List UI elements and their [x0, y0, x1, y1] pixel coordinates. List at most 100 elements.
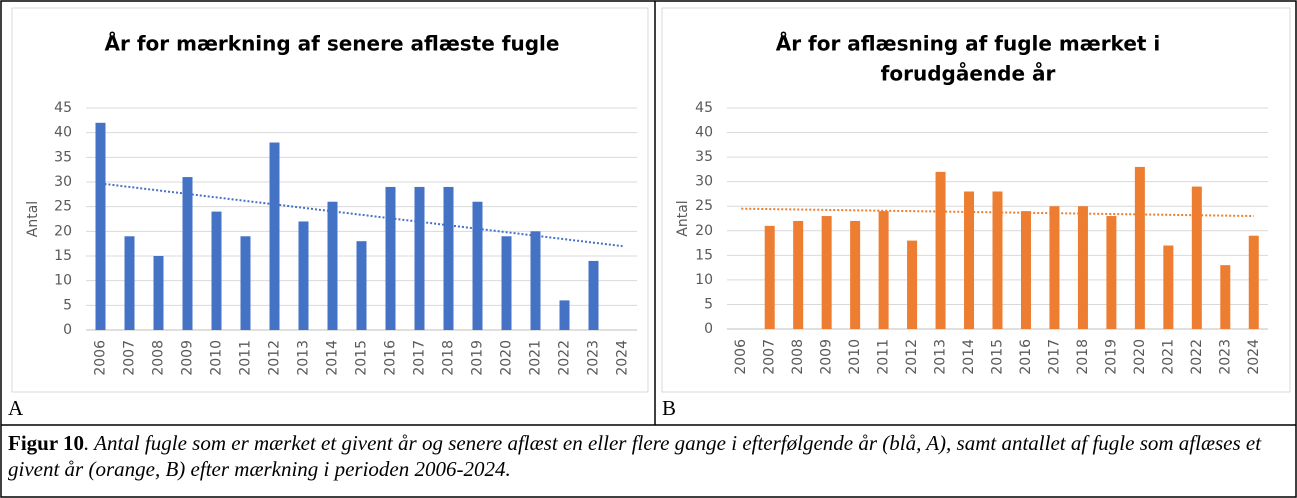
bar	[385, 186, 396, 330]
bar	[1248, 235, 1259, 329]
caption: Figur 10. Antal fugle som er mærket et g…	[8, 430, 1288, 482]
bar	[878, 211, 889, 329]
x-tick-label: 2017	[1046, 339, 1062, 375]
x-tick-label: 2011	[876, 339, 892, 375]
y-axis-label: Antal	[675, 200, 691, 236]
y-tick-label: 40	[695, 125, 713, 141]
caption-label: Figur 10	[8, 431, 85, 455]
bar	[559, 300, 570, 330]
x-tick-label: 2015	[354, 340, 370, 376]
x-tick-label: 2023	[1217, 339, 1233, 375]
bar	[793, 220, 804, 329]
bar	[501, 236, 512, 330]
x-tick-label: 2007	[762, 339, 778, 375]
bar	[153, 256, 164, 330]
x-tick-label: 2011	[238, 340, 254, 376]
y-tick-label: 20	[54, 223, 72, 239]
x-tick-label: 2010	[209, 340, 225, 376]
bar	[1106, 216, 1117, 329]
trendline	[741, 207, 1254, 218]
x-tick-label: 2008	[790, 339, 806, 375]
x-tick-label: 2013	[296, 340, 312, 376]
bar	[124, 236, 135, 330]
x-tick-label: 2015	[990, 339, 1006, 375]
bar	[1220, 265, 1231, 329]
x-tick-label: 2020	[499, 340, 515, 376]
x-tick-label: 2016	[1018, 339, 1034, 375]
bar	[1134, 166, 1145, 329]
x-tick-label: 2017	[412, 340, 428, 376]
x-tick-label: 2014	[961, 339, 977, 375]
x-tick-label: 2008	[151, 340, 167, 376]
x-tick-label: 2021	[1160, 339, 1176, 375]
bar	[907, 240, 918, 329]
y-axis-label: Antal	[25, 201, 41, 237]
x-tick-label: 2014	[325, 340, 341, 376]
chart-title: År for aflæsning af fugle mærket i	[776, 32, 1161, 56]
x-tick-label: 2010	[847, 339, 863, 375]
x-tick-label: 2018	[1075, 339, 1091, 375]
y-tick-label: 15	[54, 248, 72, 264]
x-tick-label: 2006	[93, 340, 109, 376]
bar	[269, 142, 280, 330]
chart-title: År for mærkning af senere aflæste fugle	[105, 32, 560, 56]
y-tick-label: 10	[695, 272, 713, 288]
x-tick-label: 2013	[933, 339, 949, 375]
x-tick-label: 2022	[1189, 339, 1205, 375]
bar	[1049, 206, 1060, 329]
x-tick-label: 2009	[819, 339, 835, 375]
y-tick-label: 15	[695, 247, 713, 263]
bar	[764, 225, 775, 329]
y-tick-label: 25	[54, 199, 72, 215]
x-tick-label: 2019	[1103, 339, 1119, 375]
x-tick-label: 2009	[180, 340, 196, 376]
bar	[182, 177, 193, 330]
x-tick-label: 2023	[586, 340, 602, 376]
caption-text: . Antal fugle som er mærket et givent år…	[8, 431, 1262, 481]
bar	[964, 191, 975, 329]
bar	[850, 220, 861, 329]
x-tick-label: 2012	[904, 339, 920, 375]
y-tick-label: 45	[695, 100, 713, 116]
trendline	[100, 182, 623, 248]
y-tick-label: 5	[63, 297, 72, 313]
x-tick-label: 2020	[1132, 339, 1148, 375]
bar	[1020, 211, 1031, 329]
bar	[992, 191, 1003, 329]
bar	[443, 186, 454, 330]
y-tick-label: 10	[54, 273, 72, 289]
bar	[821, 216, 832, 329]
x-tick-label: 2019	[470, 340, 486, 376]
y-tick-label: 45	[54, 100, 72, 116]
y-tick-label: 25	[695, 198, 713, 214]
bar	[530, 231, 541, 330]
chart-title: forudgående år	[881, 62, 1056, 86]
bar	[1163, 245, 1174, 329]
bar	[298, 221, 309, 330]
panel-label: A	[8, 396, 24, 420]
x-tick-label: 2007	[122, 340, 138, 376]
x-tick-label: 2016	[383, 340, 399, 376]
x-tick-label: 2022	[557, 340, 573, 376]
y-tick-label: 0	[704, 321, 713, 337]
bar	[240, 236, 251, 330]
bar	[1191, 186, 1202, 329]
bar	[1077, 206, 1088, 329]
bar	[211, 211, 222, 330]
x-tick-label: 2018	[441, 340, 457, 376]
chart-frame	[11, 7, 649, 393]
bar	[356, 241, 367, 330]
y-tick-label: 35	[54, 149, 72, 165]
x-tick-label: 2021	[528, 340, 544, 376]
y-tick-label: 35	[695, 149, 713, 165]
x-tick-label: 2012	[267, 340, 283, 376]
bar	[327, 201, 338, 330]
bar	[95, 122, 106, 330]
y-tick-label: 30	[54, 174, 72, 190]
y-tick-label: 5	[704, 296, 713, 312]
x-tick-label: 2024	[615, 340, 631, 376]
bar	[588, 260, 599, 330]
